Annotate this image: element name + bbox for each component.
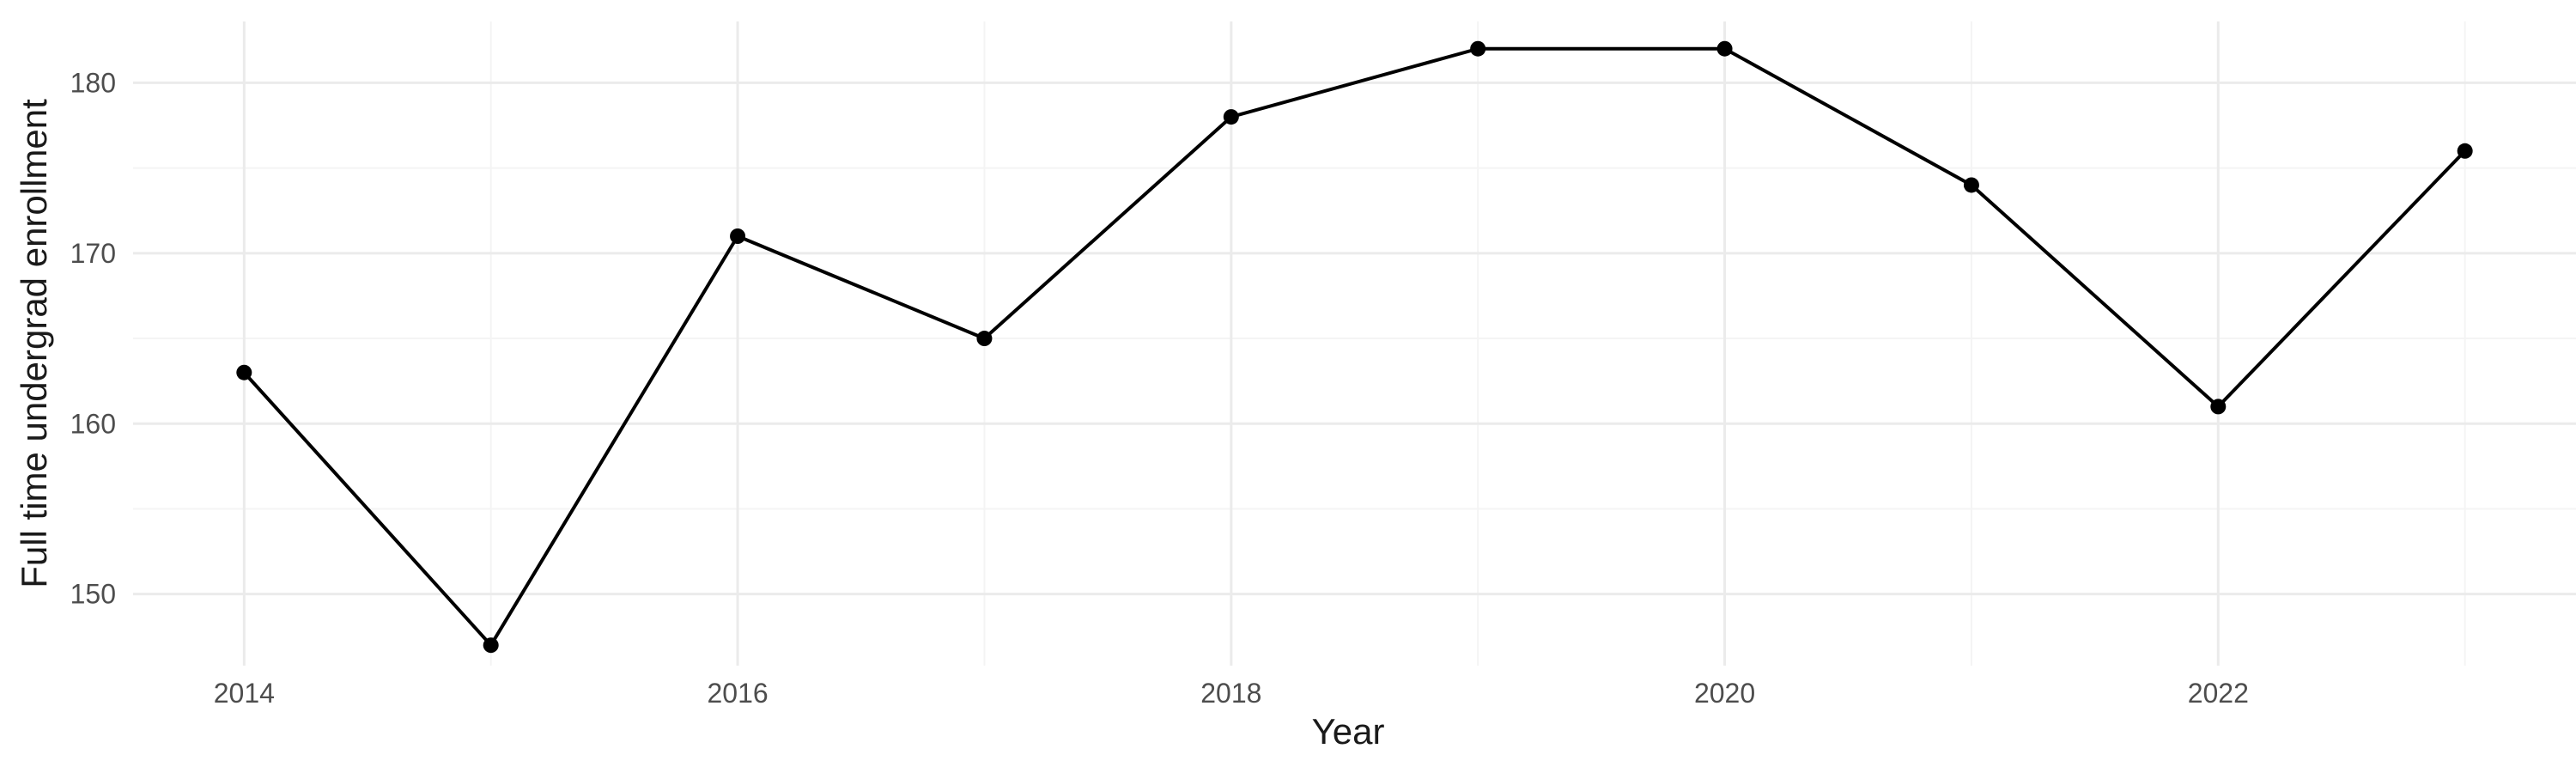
data-point — [1470, 40, 1486, 57]
y-tick-label: 150 — [70, 579, 116, 610]
data-point — [236, 364, 252, 380]
y-tick-label: 180 — [70, 67, 116, 98]
data-point — [483, 637, 499, 654]
x-tick-label: 2022 — [2188, 678, 2249, 709]
data-point — [976, 331, 993, 347]
data-points — [236, 40, 2473, 654]
data-point — [2210, 399, 2227, 415]
y-tick-label: 160 — [70, 408, 116, 439]
minor-gridlines — [133, 21, 2576, 666]
series-layer — [242, 46, 2467, 648]
x-tick-label: 2020 — [1694, 678, 1755, 709]
y-tick-label: 170 — [70, 238, 116, 269]
x-tick-label: 2018 — [1200, 678, 1261, 709]
data-point — [730, 228, 746, 244]
y-axis-tick-labels: 150 160 170 180 — [70, 67, 116, 609]
data-point — [1223, 109, 1239, 125]
data-point — [2457, 143, 2473, 159]
series-line — [242, 46, 2467, 648]
data-point — [1963, 177, 1979, 193]
data-point — [1716, 40, 1733, 57]
x-axis-title: Year — [1312, 711, 1385, 752]
y-axis-title: Full time undergrad enrollment — [14, 99, 54, 588]
x-tick-label: 2014 — [214, 678, 275, 709]
x-tick-label: 2016 — [707, 678, 768, 709]
major-gridlines — [133, 21, 2576, 666]
x-axis-tick-labels: 2014 2016 2018 2020 2022 — [214, 678, 2249, 709]
